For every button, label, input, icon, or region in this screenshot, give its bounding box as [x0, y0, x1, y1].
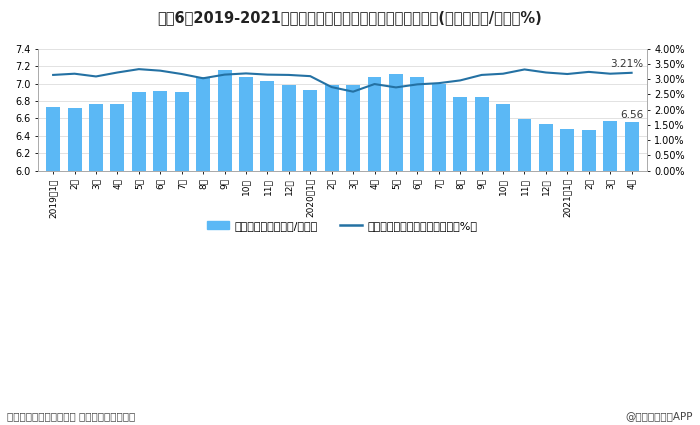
- Bar: [68, 108, 81, 170]
- Legend: 银联汇率（单位：元/美元）, 十年期国债到期收益率（单位：%）: 银联汇率（单位：元/美元）, 十年期国债到期收益率（单位：%）: [202, 217, 482, 235]
- Bar: [239, 76, 253, 170]
- Bar: [218, 71, 232, 170]
- Bar: [111, 104, 125, 170]
- Bar: [89, 104, 103, 170]
- Bar: [410, 77, 424, 170]
- Bar: [517, 119, 531, 170]
- Bar: [432, 85, 446, 170]
- Bar: [561, 129, 574, 170]
- Bar: [624, 122, 638, 170]
- Bar: [260, 81, 274, 170]
- Bar: [346, 85, 360, 170]
- Bar: [475, 97, 489, 170]
- Bar: [46, 107, 60, 170]
- Bar: [132, 92, 146, 170]
- Bar: [453, 97, 467, 170]
- Bar: [496, 104, 510, 170]
- Text: 6.56: 6.56: [620, 110, 643, 120]
- Text: 图表6：2019-2021年中国十年期国债到期收益率与人民汇率(单位：，元/美元，%): 图表6：2019-2021年中国十年期国债到期收益率与人民汇率(单位：，元/美元…: [158, 11, 542, 26]
- Bar: [175, 92, 189, 170]
- Bar: [539, 124, 553, 170]
- Bar: [582, 130, 596, 170]
- Text: @前瞻经济学人APP: @前瞻经济学人APP: [626, 411, 693, 421]
- Bar: [603, 121, 617, 170]
- Bar: [153, 91, 167, 170]
- Bar: [303, 90, 317, 170]
- Bar: [368, 76, 382, 170]
- Bar: [196, 77, 210, 170]
- Bar: [325, 85, 339, 170]
- Text: 3.21%: 3.21%: [610, 59, 643, 69]
- Text: 资料来源：外汇交易中心 前瞻产业研究院整理: 资料来源：外汇交易中心 前瞻产业研究院整理: [7, 411, 135, 421]
- Bar: [282, 85, 296, 170]
- Bar: [389, 74, 403, 170]
